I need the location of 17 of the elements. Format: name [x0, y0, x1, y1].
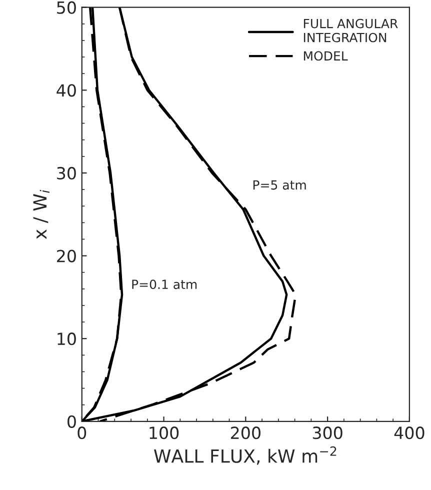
x-tick-label: 100 — [150, 426, 179, 440]
annotation: P=0.1 atm — [132, 280, 197, 290]
x-tick-label: 200 — [230, 426, 260, 440]
y-tick-label: 10 — [58, 332, 76, 346]
y-axis-title: x / W$_{i}$ — [33, 190, 50, 240]
y-tick-label: 20 — [57, 250, 76, 262]
x-tick-label: 400 — [394, 426, 424, 440]
legend-label: FULL ANGULAR INTEGRATION — [304, 18, 398, 42]
legend-label: MODEL — [304, 51, 348, 61]
y-tick-label: 0 — [68, 415, 76, 428]
annotation: P=5 atm — [253, 180, 306, 190]
x-tick-label: 300 — [312, 426, 342, 440]
y-tick-label: 40 — [56, 84, 76, 97]
x-tick-label: 0 — [78, 426, 86, 440]
x-axis-title: WALL FLUX, kW m$^{−2}$ — [154, 446, 336, 465]
y-tick-label: 30 — [57, 166, 76, 180]
y-tick-label: 50 — [57, 1, 76, 14]
